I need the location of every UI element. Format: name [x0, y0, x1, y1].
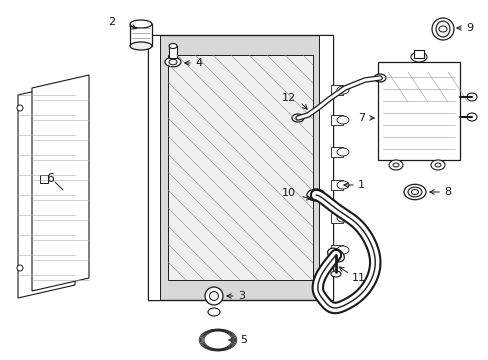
Ellipse shape	[466, 113, 476, 121]
Ellipse shape	[330, 271, 340, 277]
Text: 5: 5	[240, 335, 246, 345]
Ellipse shape	[407, 187, 421, 197]
Ellipse shape	[336, 246, 348, 254]
Circle shape	[17, 265, 23, 271]
Ellipse shape	[336, 181, 348, 189]
Ellipse shape	[373, 74, 385, 82]
Text: 6: 6	[46, 171, 54, 184]
Polygon shape	[32, 75, 89, 291]
Bar	[168, 55, 312, 280]
Ellipse shape	[430, 160, 444, 170]
Text: 9: 9	[465, 23, 472, 33]
Bar	[330, 85, 342, 95]
Bar	[330, 115, 342, 125]
Bar	[130, 24, 152, 46]
Circle shape	[204, 287, 223, 305]
Bar	[148, 35, 332, 300]
Ellipse shape	[207, 308, 220, 316]
Text: 1: 1	[357, 180, 364, 190]
Ellipse shape	[410, 52, 426, 62]
Ellipse shape	[411, 189, 418, 194]
Bar	[330, 180, 342, 190]
Ellipse shape	[130, 42, 152, 50]
Bar	[169, 46, 177, 58]
Ellipse shape	[434, 163, 440, 167]
Ellipse shape	[169, 44, 177, 49]
Text: 2: 2	[108, 17, 115, 27]
Ellipse shape	[336, 148, 348, 156]
Ellipse shape	[435, 21, 449, 37]
Text: 7: 7	[357, 113, 364, 123]
Ellipse shape	[438, 26, 446, 32]
Bar	[413, 50, 423, 58]
Text: 8: 8	[443, 187, 450, 197]
Polygon shape	[18, 82, 75, 298]
Bar	[148, 35, 160, 300]
Ellipse shape	[466, 93, 476, 101]
Text: 3: 3	[238, 291, 244, 301]
Text: 11: 11	[351, 273, 365, 283]
Ellipse shape	[388, 160, 402, 170]
Bar	[40, 175, 48, 183]
Ellipse shape	[403, 184, 425, 200]
Ellipse shape	[306, 189, 325, 201]
Bar	[330, 147, 342, 157]
Circle shape	[209, 292, 218, 301]
Ellipse shape	[327, 248, 344, 262]
Bar	[318, 35, 332, 300]
Circle shape	[17, 105, 23, 111]
Ellipse shape	[336, 116, 348, 124]
Ellipse shape	[169, 59, 177, 65]
Ellipse shape	[392, 163, 398, 167]
Text: 10: 10	[282, 188, 295, 198]
Ellipse shape	[164, 57, 181, 67]
Ellipse shape	[431, 18, 453, 40]
Ellipse shape	[336, 214, 348, 222]
Text: 12: 12	[281, 93, 295, 103]
Text: 4: 4	[195, 58, 202, 68]
Bar	[377, 62, 459, 160]
Ellipse shape	[336, 86, 348, 94]
Ellipse shape	[130, 20, 152, 28]
Bar	[330, 245, 342, 255]
Bar	[330, 213, 342, 223]
Ellipse shape	[291, 114, 304, 122]
